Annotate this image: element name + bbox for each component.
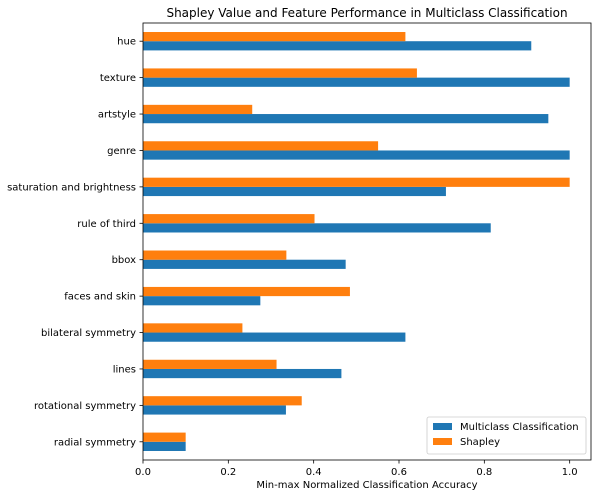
y-tick-label: saturation and brightness [7, 182, 136, 193]
x-tick-label: 1.0 [562, 467, 578, 478]
y-tick-label: rotational symmetry [34, 401, 136, 412]
y-tick-label: rule of third [77, 219, 136, 230]
x-tick-label: 0.2 [220, 467, 236, 478]
bars-group [143, 32, 570, 451]
legend: Multiclass Classification Shapley [426, 416, 587, 455]
y-tick-label: artstyle [98, 110, 136, 121]
bar-shapley-rotational-symmetry [143, 396, 302, 406]
bar-multiclass-rotational-symmetry [143, 405, 286, 415]
bar-multiclass-lines [143, 368, 342, 379]
legend-swatch [433, 423, 452, 430]
x-tick-label: 0.4 [306, 467, 322, 478]
bar-multiclass-genre [143, 150, 570, 160]
bar-shapley-bbox [143, 250, 287, 260]
bar-multiclass-texture [143, 77, 570, 87]
bar-multiclass-hue [143, 41, 532, 51]
x-tick-group: 0.0 0.2 0.4 0.6 0.8 1.0 [135, 460, 578, 478]
y-tick-label: hue [117, 37, 136, 48]
x-tick-label: 0.0 [135, 467, 151, 478]
x-tick-label: 0.6 [391, 467, 407, 478]
bar-shapley-texture [143, 68, 417, 78]
bar-shapley-lines [143, 359, 277, 369]
y-tick-label: radial symmetry [54, 437, 136, 448]
bar-shapley-bilateral-symmetry [143, 323, 243, 333]
bar-multiclass-radial-symmetry [143, 441, 186, 451]
legend-swatch [433, 438, 452, 445]
bar-shapley-artstyle [143, 104, 253, 115]
bar-multiclass-artstyle [143, 114, 549, 124]
bar-multiclass-bbox [143, 259, 346, 269]
x-tick-label: 0.8 [476, 467, 492, 478]
chart-title: Shapley Value and Feature Performance in… [166, 6, 567, 20]
x-axis-label: Min-max Normalized Classification Accura… [256, 480, 477, 491]
bar-shapley-saturation-and-brightness [143, 177, 570, 187]
bar-multiclass-faces-and-skin [143, 296, 261, 306]
bar-shapley-genre [143, 141, 379, 151]
legend-label: Multiclass Classification [460, 422, 579, 433]
legend-label: Shapley [460, 437, 500, 448]
y-tick-label: texture [100, 73, 136, 84]
y-tick-label: bilateral symmetry [41, 328, 136, 339]
bar-multiclass-bilateral-symmetry [143, 332, 406, 342]
y-tick-label: lines [113, 364, 136, 375]
y-tick-label: bbox [112, 255, 137, 266]
bar-shapley-radial-symmetry [143, 432, 186, 442]
bar-shapley-faces-and-skin [143, 286, 350, 297]
y-tick-label: faces and skin [64, 292, 136, 303]
y-tick-group: radial symmetry rotational symmetry lines b… [7, 37, 143, 448]
y-tick-label: genre [107, 146, 136, 157]
bar-multiclass-saturation-and-brightness [143, 186, 446, 197]
bar-shapley-hue [143, 32, 406, 42]
bar-shapley-rule-of-third [143, 214, 315, 224]
legend-frame [426, 416, 587, 455]
plot-frame [142, 22, 592, 461]
bar-multiclass-rule-of-third [143, 223, 491, 233]
